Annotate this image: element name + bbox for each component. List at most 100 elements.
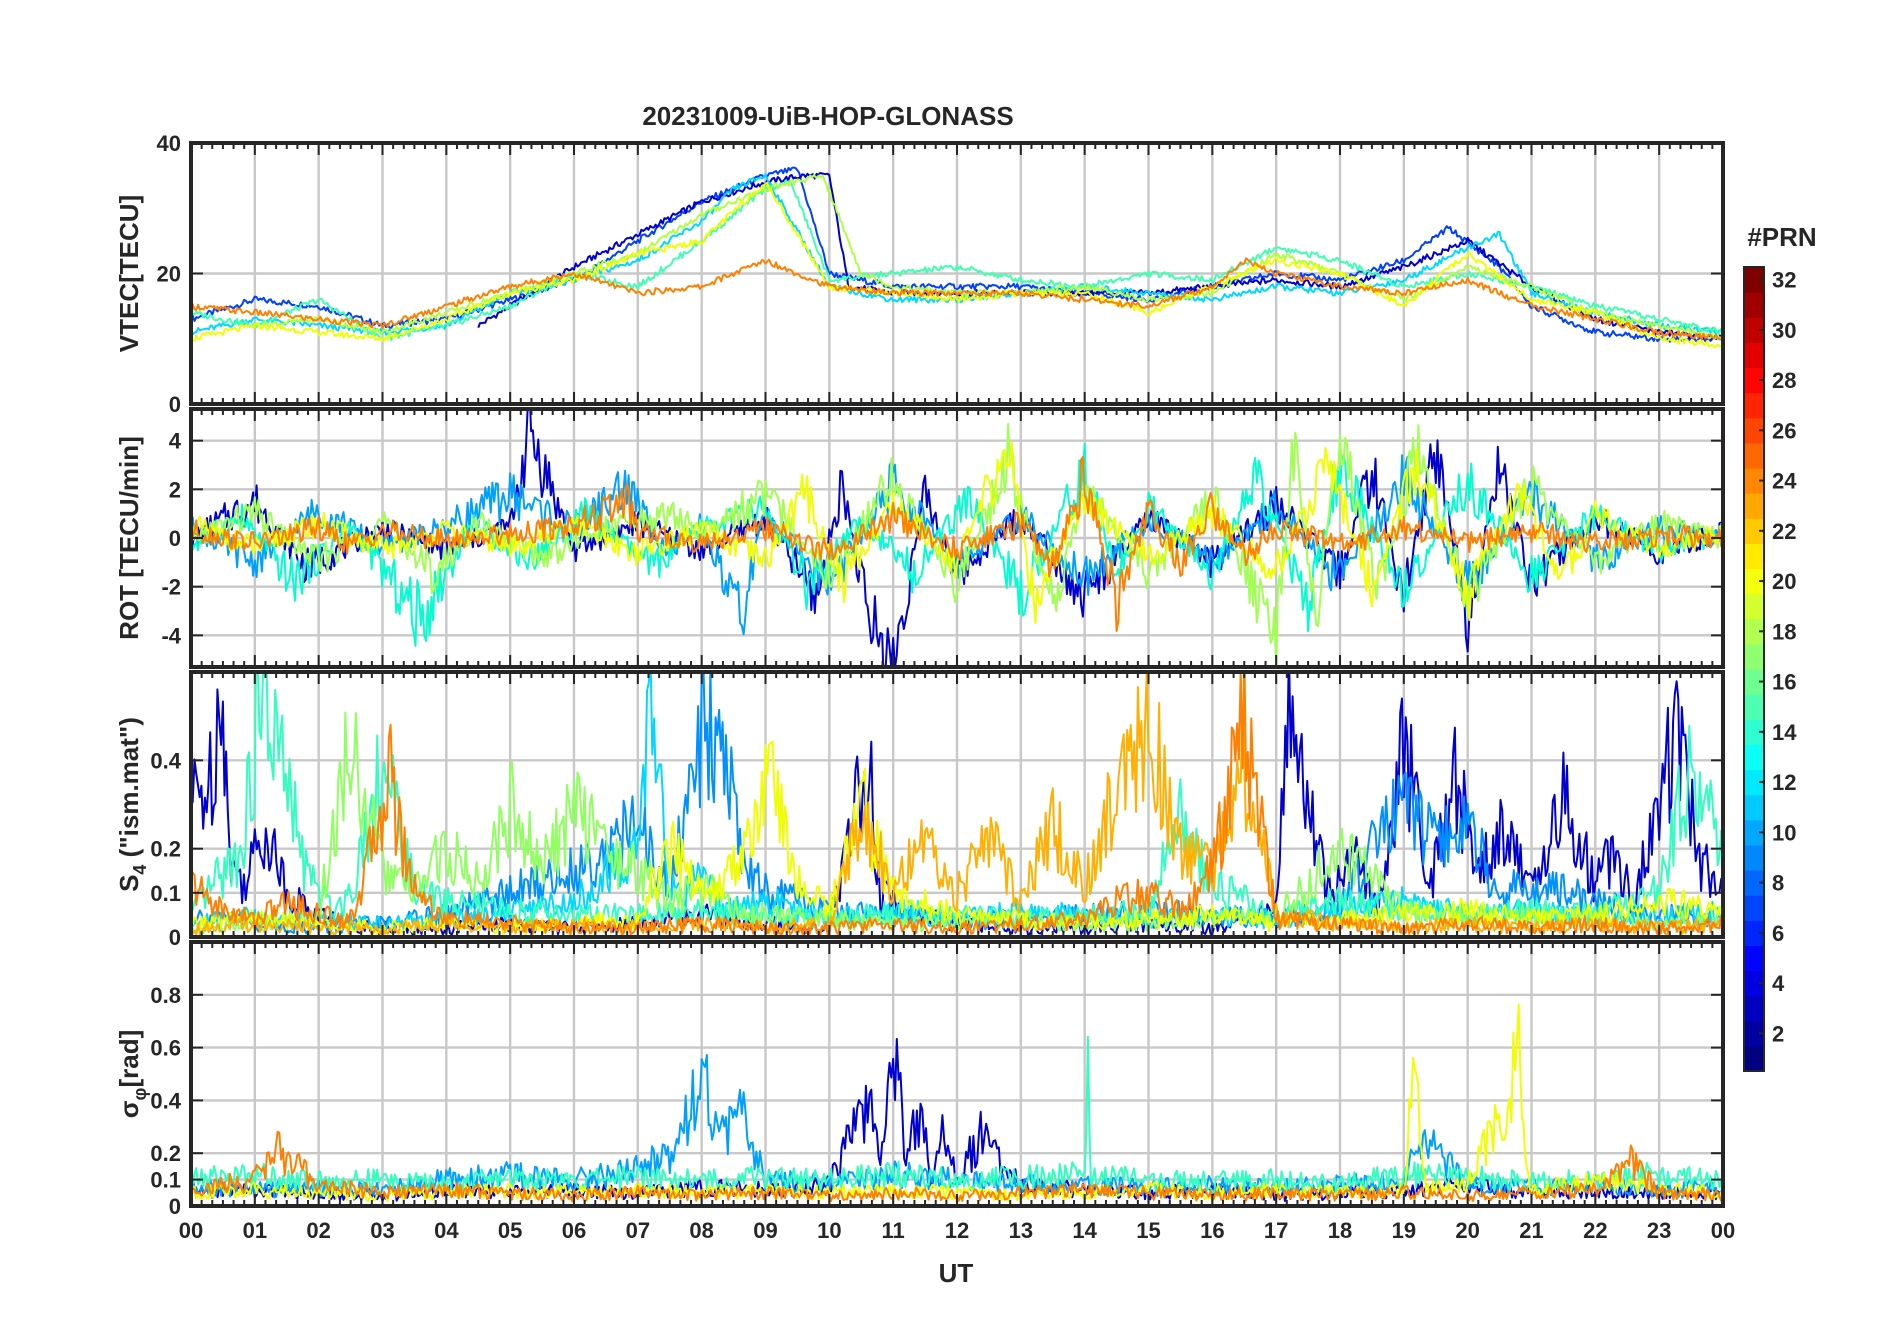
y-tick-label: 2: [169, 477, 181, 502]
colorbar-cell: [1744, 895, 1764, 921]
colorbar-tick-label: 16: [1772, 670, 1796, 695]
colorbar-cell: [1744, 669, 1764, 695]
figure-title: 20231009-UiB-HOP-GLONASS: [642, 101, 1013, 131]
y-tick-label: 0: [169, 1194, 181, 1219]
x-tick-labels: 00 01 02 03 04 05 06 07 08 09 10 11 12 13 14 15 16 17 18 19…: [179, 1218, 1735, 1243]
colorbar-cell: [1744, 744, 1764, 771]
colorbar-cell: [1744, 794, 1764, 821]
colorbar-tick-label: 18: [1772, 619, 1796, 644]
y-tick-label: -4: [161, 623, 181, 648]
colorbar-cell: [1744, 920, 1764, 946]
x-tick-label: 17: [1264, 1218, 1288, 1243]
colorbar-cell: [1744, 694, 1764, 720]
panel-rot: -4 -2 0 2 4 ROT [TECU/min]: [114, 407, 1725, 669]
colorbar-cell: [1744, 870, 1764, 896]
colorbar-cell: [1744, 719, 1764, 745]
colorbar-cell: [1744, 769, 1764, 796]
colorbar-tick-label: 24: [1772, 469, 1797, 494]
y-tick-label: 0.1: [150, 1168, 181, 1193]
colorbar-tick-label: 12: [1772, 770, 1796, 795]
colorbar-cell: [1744, 392, 1764, 419]
colorbar-tick-label: 30: [1772, 318, 1796, 343]
colorbar-cell: [1744, 367, 1764, 394]
y-tick-label: 20: [157, 262, 181, 287]
colorbar-cell: [1744, 518, 1764, 544]
colorbar-cell: [1744, 442, 1764, 469]
y-axis-label-vtec: VTEC[TECU]: [114, 195, 144, 352]
colorbar-tick-label: 20: [1772, 569, 1796, 594]
colorbar-frame: [1743, 266, 1765, 1072]
x-tick-label: 06: [562, 1218, 586, 1243]
y-tick-label: 40: [157, 131, 181, 156]
panel-vtec: 0 20 40 VTEC[TECU]: [114, 131, 1725, 417]
colorbar-cell: [1744, 995, 1764, 1022]
colorbar-title: #PRN: [1747, 222, 1816, 252]
y-tick-label: 0.2: [150, 1141, 181, 1166]
x-tick-label: 00: [1711, 1218, 1735, 1243]
x-tick-label: 05: [498, 1218, 522, 1243]
x-tick-label: 22: [1583, 1218, 1607, 1243]
colorbar-tick-label: 10: [1772, 820, 1796, 845]
colorbar-cell: [1744, 493, 1764, 519]
axes-frame-s4: [189, 670, 1725, 939]
axes-frame-sigma_phi: [189, 940, 1725, 1208]
x-tick-label: 19: [1392, 1218, 1416, 1243]
y-tick-label: -2: [161, 575, 181, 600]
x-tick-label: 11: [882, 1218, 905, 1243]
colorbar-tick-label: 6: [1772, 921, 1784, 946]
x-tick-label: 08: [689, 1218, 713, 1243]
x-tick-label: 23: [1647, 1218, 1671, 1243]
axes-frame-vtec: [189, 141, 1725, 406]
y-tick-label: 0.8: [150, 983, 181, 1008]
x-tick-label: 20: [1455, 1218, 1479, 1243]
x-tick-label: 12: [945, 1218, 969, 1243]
trace-rot-prn-23: [191, 455, 1723, 632]
x-axis-label: UT: [939, 1258, 974, 1288]
trace-vtec-prn-20: [191, 181, 1723, 349]
colorbar-tick-label: 22: [1772, 519, 1796, 544]
x-tick-label: 03: [370, 1218, 394, 1243]
x-tick-label: 04: [434, 1218, 459, 1243]
x-tick-label: 00: [179, 1218, 203, 1243]
colorbar-tick-label: 4: [1772, 971, 1785, 996]
trace-vtec-prn-4: [191, 166, 1723, 343]
y-tick-label: 0: [169, 392, 181, 417]
colorbar-cell: [1744, 342, 1764, 369]
y-tick-label: 0: [169, 925, 181, 950]
panel-s4: 0 0.1 0.2 0.4S4 ("ism.mat"): [114, 670, 1725, 950]
axes-frame-rot: [189, 407, 1725, 669]
x-tick-label: 15: [1136, 1218, 1160, 1243]
trace-rot-prn-20: [191, 441, 1723, 624]
colorbar-cell: [1744, 970, 1764, 997]
colorbar-cells: [1744, 267, 1764, 1072]
colorbar-cell: [1744, 643, 1764, 670]
y-axis-label-sigma_phi: σφ[rad]: [114, 1030, 150, 1118]
colorbar-cell: [1744, 317, 1764, 343]
colorbar-cell: [1744, 267, 1764, 293]
colorbar-tick-label: 2: [1772, 1021, 1784, 1046]
panel-sigma_phi: 00.10.2 0.4 0.6 0.8σφ[rad]: [114, 940, 1725, 1219]
x-tick-label: 21: [1519, 1218, 1543, 1243]
y-tick-label: 0.2: [150, 837, 181, 862]
x-tick-label: 02: [306, 1218, 330, 1243]
colorbar-cell: [1744, 468, 1764, 494]
y-tick-label: 0: [169, 526, 181, 551]
x-tick-label: 01: [243, 1218, 267, 1243]
y-axis-label-rot: ROT [TECU/min]: [114, 436, 144, 640]
trace-vtec-prn-16: [191, 179, 1723, 341]
y-tick-label: 4: [169, 429, 182, 454]
y-tick-label: 0.4: [150, 748, 181, 773]
colorbar-cell: [1744, 819, 1764, 846]
y-tick-label: 0.4: [150, 1088, 181, 1113]
x-tick-label: 13: [1009, 1218, 1033, 1243]
colorbar-cell: [1744, 593, 1764, 620]
colorbar-cell: [1744, 618, 1764, 645]
colorbar-tick-label: 8: [1772, 871, 1784, 896]
colorbar-cell: [1744, 543, 1764, 570]
colorbar-tick-label: 32: [1772, 268, 1796, 293]
colorbar-cell: [1744, 568, 1764, 595]
trace-rot-prn-17: [191, 423, 1723, 667]
colorbar-tick-label: 28: [1772, 368, 1796, 393]
